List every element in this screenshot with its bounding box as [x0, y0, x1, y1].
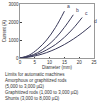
svg-text:25: 25 — [91, 60, 97, 65]
svg-text:(5,000 to 3,000 µΩ): (5,000 to 3,000 µΩ) — [5, 84, 44, 89]
svg-text:c: c — [85, 10, 88, 16]
svg-text:Current (A): Current (A) — [2, 19, 7, 42]
svg-text:1000: 1000 — [8, 38, 19, 43]
svg-text:a: a — [67, 3, 70, 9]
svg-text:15: 15 — [62, 60, 68, 65]
svg-text:0: 0 — [16, 56, 19, 61]
svg-text:5: 5 — [34, 60, 37, 65]
svg-text:0: 0 — [19, 60, 22, 65]
svg-text:Amorphous or graphitized rods: Amorphous or graphitized rods — [5, 78, 67, 83]
svg-text:20: 20 — [77, 60, 83, 65]
svg-text:3000: 3000 — [8, 2, 19, 7]
svg-text:b: b — [76, 7, 79, 13]
svg-text:Limits for automatic machines: Limits for automatic machines — [5, 72, 65, 77]
svg-text:10: 10 — [47, 60, 53, 65]
svg-text:d: d — [94, 18, 97, 24]
svg-text:2000: 2000 — [8, 20, 19, 25]
svg-text:Graphitized rods (1,000 to 3,0: Graphitized rods (1,000 to 3,000 µΩ) — [5, 90, 79, 95]
svg-text:Diameter (mm): Diameter (mm) — [42, 65, 73, 70]
svg-text:Shunts (3,000 to 8,000 µΩ): Shunts (3,000 to 8,000 µΩ) — [5, 96, 60, 101]
